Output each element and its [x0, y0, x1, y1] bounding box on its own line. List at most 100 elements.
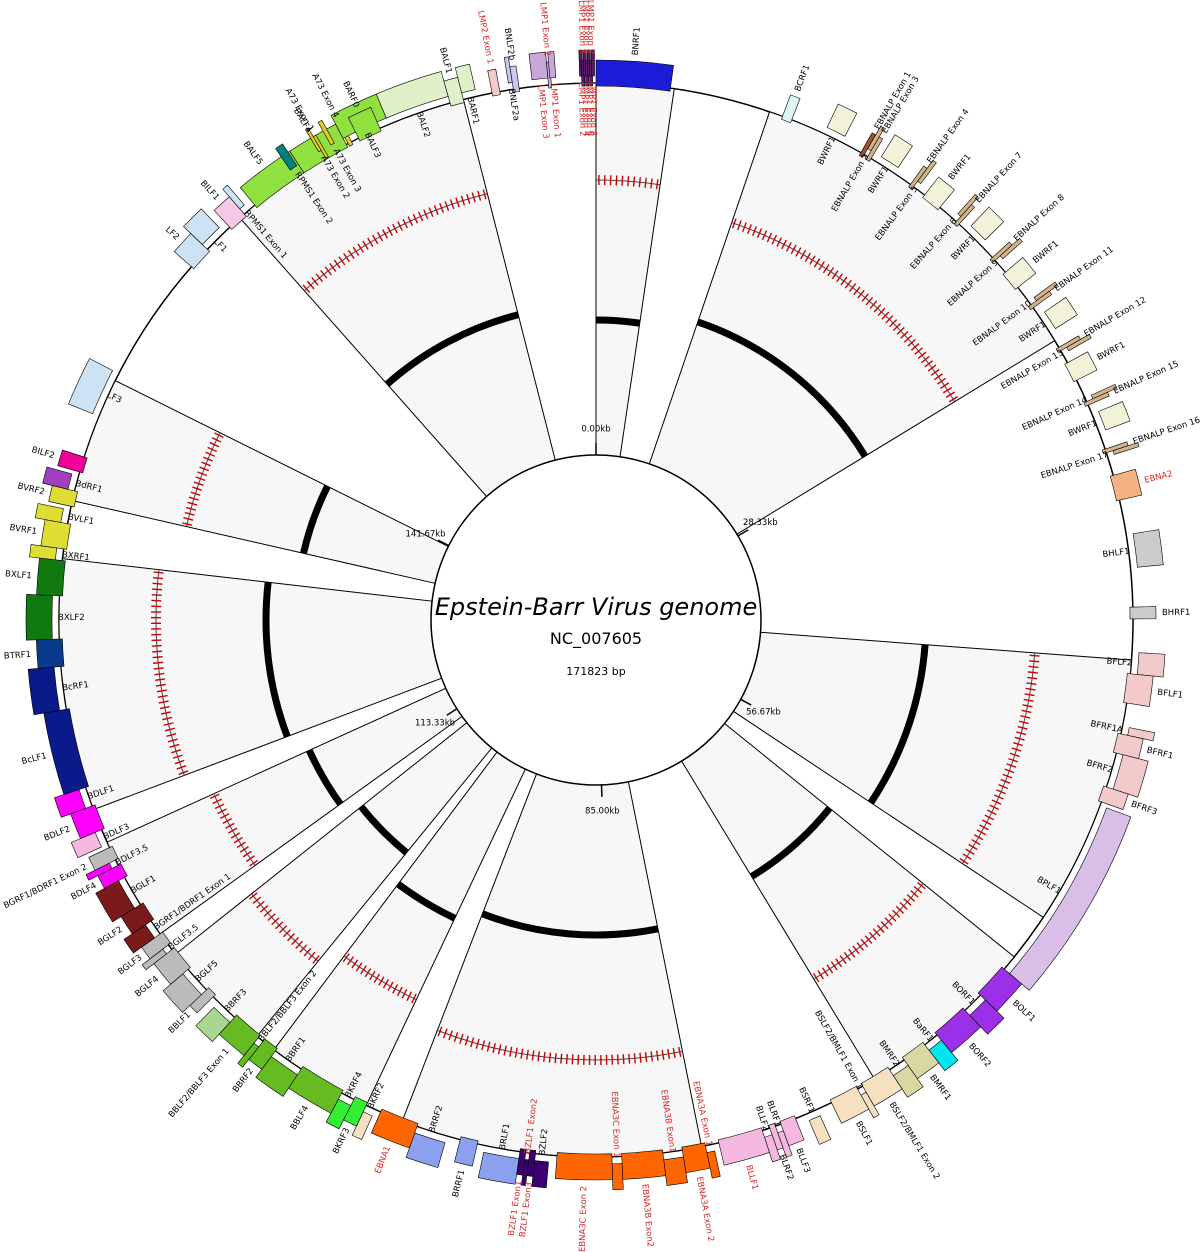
variant-marker — [302, 284, 311, 293]
gene-label: EBNA3C Exon 2 — [578, 1186, 589, 1252]
gene-feature — [1112, 732, 1144, 760]
gene-feature — [546, 61, 552, 89]
gene-feature — [1101, 441, 1129, 455]
variant-marker — [162, 716, 173, 721]
gene-label: LMP2 Exon 1 — [475, 10, 495, 65]
variant-marker — [565, 1054, 568, 1065]
gene-label: EBNA3A Exon 2 — [694, 1176, 716, 1243]
variant-marker — [543, 1051, 546, 1063]
scale-tick — [740, 698, 752, 706]
variant-marker — [411, 993, 417, 1004]
variant-marker — [482, 189, 487, 200]
gene-feature — [1112, 442, 1140, 455]
variant-marker — [751, 226, 758, 236]
variant-marker — [622, 1054, 625, 1065]
gene-feature — [999, 238, 1023, 260]
variant-marker — [903, 334, 913, 343]
gene-feature — [248, 1038, 278, 1070]
gene-label: BXLF2 — [58, 613, 85, 623]
variant-marker — [1000, 778, 1011, 784]
variant-marker — [830, 961, 838, 971]
variant-marker — [930, 368, 940, 376]
gene-label: BILF1 — [198, 179, 221, 203]
gene-feature — [768, 1122, 784, 1151]
variant-marker — [756, 228, 763, 239]
variant-marker — [621, 175, 624, 186]
variant-marker — [809, 255, 816, 265]
variant-marker — [971, 838, 981, 846]
variant-marker — [996, 789, 1006, 795]
alignment-arc — [384, 311, 520, 387]
variant-marker — [167, 738, 178, 743]
scale-tick-label: 113.33kb — [415, 718, 455, 728]
gene-feature — [1136, 652, 1166, 678]
variant-marker — [412, 213, 419, 224]
variant-marker — [520, 1048, 524, 1059]
gene-feature — [865, 136, 884, 162]
variant-marker — [965, 848, 975, 855]
alignment-arc — [867, 644, 929, 805]
gene-feature — [547, 51, 557, 79]
variant-marker — [1004, 768, 1015, 774]
variant-marker — [742, 222, 747, 233]
gene-feature — [611, 1163, 624, 1191]
variant-marker — [193, 481, 204, 486]
variant-marker — [790, 244, 797, 255]
variant-marker — [315, 273, 324, 283]
variant-marker — [214, 432, 224, 438]
variant-marker — [1013, 742, 1024, 747]
variant-marker — [176, 765, 187, 770]
gene-feature — [27, 666, 60, 716]
variant-marker — [459, 1033, 464, 1044]
gene-label: EBNALP Exon 16 — [1132, 415, 1200, 447]
variant-marker — [279, 925, 288, 934]
variant-marker — [151, 594, 162, 597]
variant-marker — [153, 661, 164, 664]
variant-marker — [155, 683, 166, 687]
gene-label: EBNALP Exon 11 — [1053, 245, 1116, 294]
variant-marker — [907, 339, 916, 347]
genome-length-label: 171823 bp — [566, 665, 625, 678]
variant-marker — [233, 836, 243, 844]
variant-marker — [821, 967, 829, 977]
variant-marker — [993, 794, 1004, 800]
variant-marker — [903, 898, 912, 906]
alignment-arc — [358, 804, 409, 856]
variant-marker — [785, 242, 792, 252]
gene-label: BOLF1 — [1010, 998, 1037, 1024]
variant-marker — [160, 711, 171, 715]
variant-marker — [192, 486, 203, 491]
gene-label: EBNALP Exon 17 — [1040, 450, 1110, 481]
variant-marker — [152, 656, 163, 659]
variant-marker — [976, 829, 987, 836]
variant-marker — [1006, 763, 1017, 768]
variant-marker — [876, 924, 885, 933]
variant-marker — [172, 754, 183, 759]
gene-label: BBLF2/BBLF3 Exon 1 — [167, 1047, 232, 1120]
variant-marker — [466, 193, 471, 204]
gene-feature — [970, 206, 1005, 241]
variant-marker — [320, 269, 328, 279]
variant-marker — [948, 396, 958, 403]
gene-label: BHLF1 — [1102, 547, 1130, 560]
gene-feature — [454, 1136, 479, 1167]
gene-feature — [43, 708, 89, 795]
variant-marker — [387, 981, 394, 992]
variant-marker — [163, 722, 174, 726]
gene-label: BKRF3 — [331, 1126, 352, 1155]
gene-label: BBLF1 — [167, 1010, 193, 1036]
variant-marker — [800, 249, 807, 260]
accession-label: NC_007605 — [550, 629, 642, 649]
gene-label: BVRF2 — [17, 481, 46, 497]
variant-marker — [214, 803, 225, 810]
gene-feature — [288, 1065, 344, 1114]
gene-label: BALF1 — [437, 46, 454, 74]
variant-marker — [861, 293, 869, 302]
genome-title: Epstein-Barr Virus genome — [435, 593, 758, 621]
gene-label: BNRF1 — [631, 27, 643, 56]
variant-marker — [352, 246, 360, 256]
gene-label: BWRF1 — [1096, 340, 1127, 363]
variant-marker — [329, 263, 337, 272]
variant-marker — [449, 199, 455, 210]
gene-feature — [120, 902, 155, 935]
